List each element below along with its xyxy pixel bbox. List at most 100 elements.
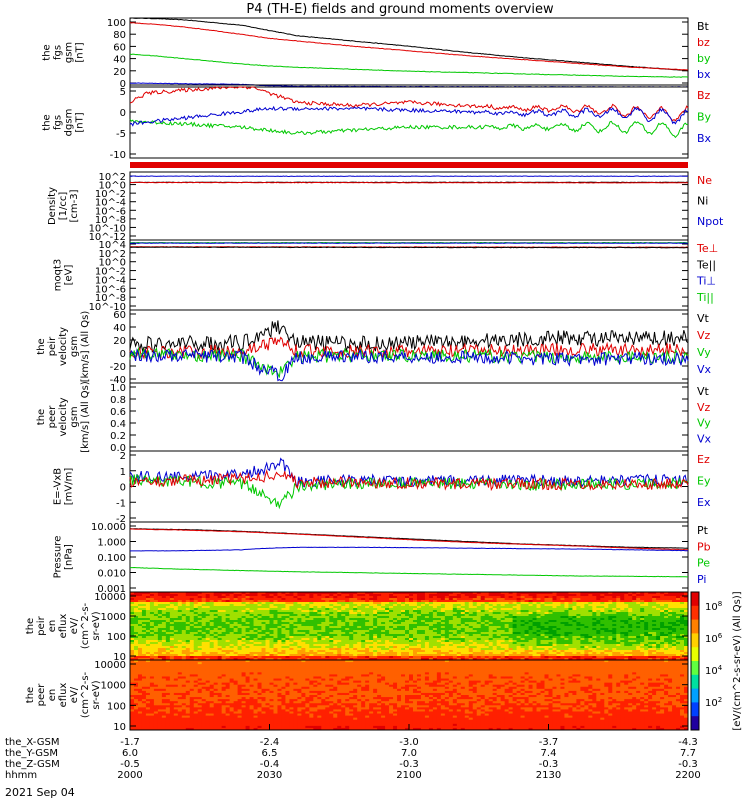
- spectrogram-cell: [241, 596, 246, 599]
- spectrogram-cell: [257, 626, 262, 629]
- spectrogram-cell: [349, 642, 354, 645]
- spectrogram-cell: [141, 596, 147, 599]
- spectrogram-cell: [476, 620, 482, 623]
- spectrogram-cell: [245, 638, 250, 641]
- spectrogram-cell: [285, 636, 290, 639]
- spectrogram-cell: [217, 610, 223, 613]
- spectrogram-cell: [560, 636, 565, 639]
- spectrogram-cell: [552, 614, 557, 617]
- spectrogram-cell: [624, 642, 629, 645]
- spectrogram-cell: [548, 612, 553, 615]
- y-axis-label: fgs: [53, 45, 64, 60]
- spectrogram-cell: [341, 602, 346, 605]
- spectrogram-cell: [436, 606, 442, 609]
- spectrogram-cell: [632, 592, 637, 595]
- spectrogram-cell: [620, 644, 625, 647]
- spectrogram-cell: [253, 634, 258, 637]
- spectrogram-cell: [377, 608, 382, 611]
- spectrogram-cell: [516, 628, 521, 631]
- spectrogram-cell: [680, 622, 685, 625]
- spectrogram-cell: [309, 616, 314, 619]
- spectrogram-cell: [329, 652, 334, 655]
- spectrogram-cell: [652, 644, 657, 647]
- spectrogram-cell: [281, 600, 286, 603]
- spectrogram-cell: [193, 602, 199, 605]
- spectrogram-cell: [580, 614, 585, 617]
- spectrogram-cell: [325, 650, 330, 653]
- spectrogram-cell: [313, 654, 318, 657]
- spectrogram-cell: [341, 622, 346, 625]
- spectrogram-cell: [428, 610, 434, 613]
- spectrogram-cell: [448, 600, 454, 603]
- spectrogram-cell: [281, 634, 286, 637]
- spectrogram-cell: [496, 640, 502, 643]
- spectrogram-cell: [592, 596, 597, 599]
- spectrogram-cell: [668, 592, 673, 595]
- spectrogram-cell: [576, 630, 581, 633]
- spectrogram-cell: [612, 632, 617, 635]
- spectrogram-cell: [532, 618, 537, 621]
- spectrogram-cell: [213, 652, 219, 655]
- spectrogram-cell: [612, 628, 617, 631]
- spectrogram-cell: [257, 596, 262, 599]
- spectrogram-cell: [257, 608, 262, 611]
- spectrogram-cell: [572, 610, 577, 613]
- spectrogram-cell: [484, 612, 490, 615]
- spectrogram-cell: [500, 604, 506, 607]
- spectrogram-cell: [548, 632, 553, 635]
- spectrogram-cell: [333, 638, 338, 641]
- spectrogram-cell: [133, 636, 139, 639]
- spectrogram-cell: [149, 596, 155, 599]
- spectrogram-cell: [436, 598, 442, 601]
- spectrogram-cell: [424, 616, 430, 619]
- spectrogram-cell: [293, 638, 298, 641]
- spectrogram-cell: [389, 640, 394, 643]
- spectrogram-cell: [464, 646, 470, 649]
- spectrogram-cell: [317, 596, 322, 599]
- spectrogram-cell: [281, 624, 286, 627]
- spectrogram-cell: [628, 618, 633, 621]
- spectrogram-cell: [476, 634, 482, 637]
- spectrogram-cell: [556, 604, 561, 607]
- spectrogram-cell: [496, 608, 502, 611]
- spectrogram-cell: [405, 604, 410, 607]
- spectrogram-cell: [664, 594, 669, 597]
- y-axis-label: the: [42, 44, 53, 60]
- spectrogram-cell: [409, 610, 414, 613]
- spectrogram-cell: [337, 596, 342, 599]
- spectrogram-cell: [512, 598, 518, 601]
- spectrogram-cell: [588, 654, 593, 657]
- spectrogram-cell: [130, 634, 135, 637]
- spectrogram-cell: [261, 654, 266, 657]
- spectrogram-cell: [636, 602, 641, 605]
- spectrogram-cell: [253, 598, 258, 601]
- spectrogram-cell: [616, 640, 621, 643]
- spectrogram-cell: [468, 608, 474, 611]
- spectrogram-cell: [189, 628, 195, 631]
- spectrogram-cell: [644, 592, 649, 595]
- y-tick-label: 20: [113, 336, 126, 347]
- spectrogram-cell: [169, 632, 175, 635]
- spectrogram-cell: [584, 594, 589, 597]
- spectrogram-cell: [357, 594, 362, 597]
- spectrogram-cell: [468, 612, 474, 615]
- spectrogram-cell: [600, 592, 605, 595]
- spectrogram-cell: [520, 608, 525, 611]
- spectrogram-cell: [492, 608, 498, 611]
- spectrogram-cell: [680, 598, 685, 601]
- spectrogram-cell: [416, 628, 422, 631]
- spectrogram-cell: [416, 646, 422, 649]
- spectrogram-cell: [373, 640, 378, 643]
- spectrogram-cell: [369, 642, 374, 645]
- spectrogram-cell: [130, 624, 135, 627]
- spectrogram-cell: [604, 594, 609, 597]
- spectrogram-cell: [612, 654, 617, 657]
- spectrogram-cell: [409, 620, 414, 623]
- spectrogram-cell: [464, 610, 470, 613]
- spectrogram-cell: [389, 644, 394, 647]
- spectrogram-cell: [572, 642, 577, 645]
- spectrogram-cell: [632, 642, 637, 645]
- spectrogram-cell: [536, 642, 541, 645]
- spectrogram-cell: [460, 596, 466, 599]
- spectrogram-cell: [436, 654, 442, 657]
